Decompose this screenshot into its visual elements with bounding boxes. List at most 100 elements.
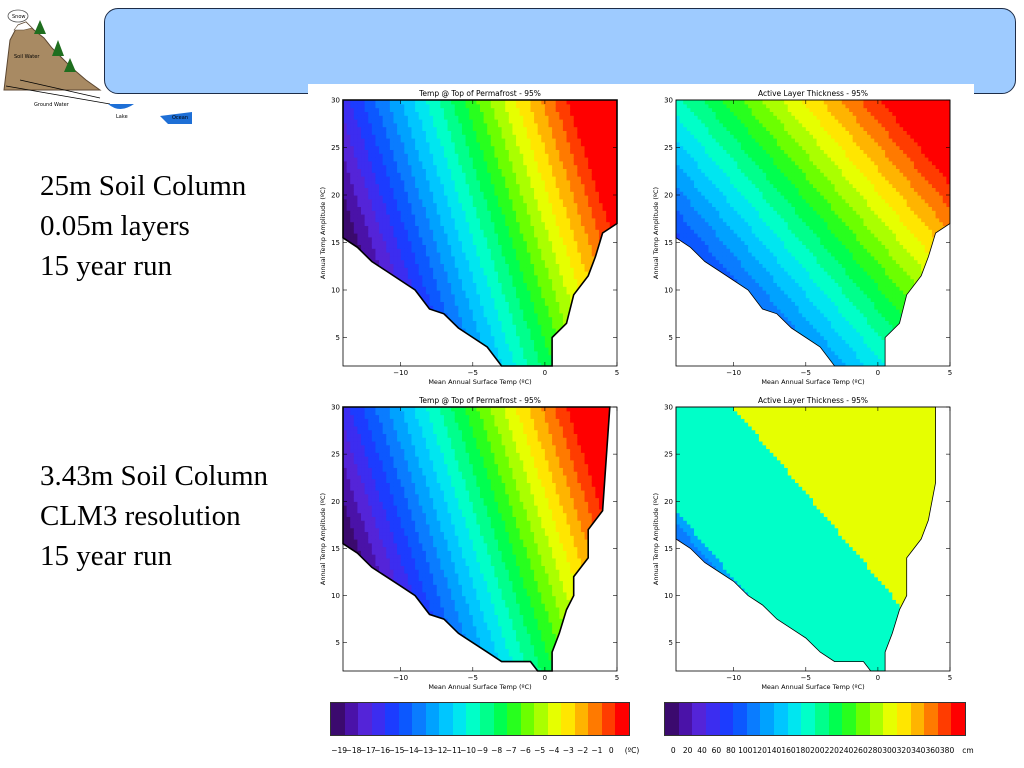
colorbar-tick-label: 180 bbox=[796, 746, 810, 755]
y-tick-label: 20 bbox=[331, 498, 340, 506]
colorbar-tick-label: 80 bbox=[726, 746, 736, 755]
y-tick-label: 30 bbox=[664, 97, 673, 105]
y-tick-label: 5 bbox=[669, 639, 673, 647]
y-tick-label: 10 bbox=[331, 592, 340, 600]
x-tick-label: −10 bbox=[393, 369, 408, 377]
x-tick-label: −5 bbox=[801, 674, 811, 682]
colorbar-swatch bbox=[331, 703, 345, 735]
colorbar-tick-label: 20 bbox=[683, 746, 693, 755]
colorbar-tick-label: 340 bbox=[911, 746, 925, 755]
x-tick-label: 0 bbox=[876, 369, 880, 377]
colorbar-swatch bbox=[787, 703, 802, 735]
colorbar-swatch bbox=[665, 703, 679, 735]
title-banner bbox=[104, 8, 1016, 94]
colorbar-tick-label: −7 bbox=[505, 746, 516, 755]
y-tick-label: 10 bbox=[331, 287, 340, 295]
y-tick-label: 20 bbox=[664, 192, 673, 200]
caption-line: 25m Soil Column bbox=[40, 166, 246, 206]
y-tick-label: 15 bbox=[664, 545, 673, 553]
ocean-shape bbox=[160, 112, 192, 124]
colorbar-tick-label: 200 bbox=[810, 746, 824, 755]
x-tick-label: 0 bbox=[876, 674, 880, 682]
colorbar-tick-label: 100 bbox=[738, 746, 752, 755]
chart-title: Active Layer Thickness - 95% bbox=[758, 89, 868, 98]
colorbar-tick-label: −17 bbox=[360, 746, 376, 755]
colorbar-swatch bbox=[452, 703, 467, 735]
colorbar-swatch bbox=[774, 703, 788, 735]
y-tick-label: 25 bbox=[331, 451, 340, 459]
y-tick-label: 25 bbox=[331, 144, 340, 152]
colorbar-unit-label: cm bbox=[962, 746, 973, 755]
x-axis-label: Mean Annual Surface Temp (ºC) bbox=[428, 378, 531, 386]
colorbar-swatch bbox=[951, 703, 966, 735]
y-axis-label: Annual Temp Amplitude (ºC) bbox=[652, 187, 660, 279]
colorbar-swatch bbox=[480, 703, 494, 735]
bottom-caption: 3.43m Soil Column CLM3 resolution 15 yea… bbox=[40, 456, 268, 576]
colorbar-swatch bbox=[398, 703, 413, 735]
colorbar-tick-label: −15 bbox=[389, 746, 405, 755]
ground-water-label: Ground Water bbox=[34, 102, 70, 108]
y-tick-label: 5 bbox=[336, 639, 340, 647]
x-tick-label: −5 bbox=[468, 369, 478, 377]
temp-colorbar bbox=[330, 702, 630, 736]
colorbar-swatch bbox=[760, 703, 775, 735]
colorbar-tick-label: 220 bbox=[825, 746, 839, 755]
plot-frame bbox=[675, 99, 951, 367]
contour-fill bbox=[676, 100, 950, 366]
colorbar-swatch bbox=[412, 703, 426, 735]
colorbar-tick-label: 260 bbox=[853, 746, 867, 755]
colorbar-swatch bbox=[705, 703, 720, 735]
colorbar-swatch bbox=[869, 703, 884, 735]
data-boundary bbox=[675, 406, 936, 672]
lake-shape bbox=[108, 104, 134, 109]
chart-bl: −10 −5 0 5 5 10 15 20 25 30 Temp @ Top of Permafro… bbox=[319, 396, 619, 691]
colorbar-swatch bbox=[507, 703, 521, 735]
hydrology-logo: Snow Soil Water Ground Water Lake Ocean bbox=[3, 9, 192, 124]
colorbar-swatch bbox=[466, 703, 481, 735]
colorbar-tick-label: 0 bbox=[609, 746, 614, 755]
colorbar-tick-label: −4 bbox=[548, 746, 559, 755]
chart-tr: −10 −5 0 5 5 10 15 20 25 30 Active Layer Thickness… bbox=[652, 89, 952, 386]
x-tick-label: −5 bbox=[468, 674, 478, 682]
colorbar-swatch bbox=[493, 703, 508, 735]
chart-tl: −10 −5 0 5 5 10 15 20 25 30 Temp @ Top of Permafro… bbox=[319, 89, 619, 386]
tree-2 bbox=[52, 40, 64, 56]
x-tick-label: 5 bbox=[948, 674, 952, 682]
plot-frame bbox=[342, 406, 618, 672]
colorbar-swatch bbox=[520, 703, 535, 735]
colorbar-swatch bbox=[815, 703, 829, 735]
tree-3 bbox=[64, 58, 76, 72]
colorbar-tick-label: 380 bbox=[940, 746, 954, 755]
colorbar-tick-label: −14 bbox=[403, 746, 419, 755]
x-tick-label: 0 bbox=[543, 674, 547, 682]
colorbar-tick-label: 240 bbox=[839, 746, 853, 755]
caption-line: 0.05m layers bbox=[40, 206, 246, 246]
data-boundary bbox=[342, 406, 611, 672]
colorbar-swatch bbox=[828, 703, 843, 735]
colorbar-swatch bbox=[425, 703, 440, 735]
caption-line: 15 year run bbox=[40, 246, 246, 286]
x-tick-label: 5 bbox=[615, 674, 619, 682]
colorbar-tick-label: −6 bbox=[520, 746, 531, 755]
colorbar-tick-label: 160 bbox=[781, 746, 795, 755]
y-tick-label: 30 bbox=[664, 404, 673, 412]
snow-cap bbox=[13, 21, 33, 31]
y-tick-label: 15 bbox=[331, 545, 340, 553]
colorbar-swatch bbox=[719, 703, 734, 735]
colorbar-tick-label: −12 bbox=[431, 746, 447, 755]
x-axis-label: Mean Annual Surface Temp (ºC) bbox=[761, 378, 864, 386]
contour-fill bbox=[343, 100, 617, 366]
soil-water-label: Soil Water bbox=[14, 54, 40, 60]
colorbar-tick-label: −5 bbox=[534, 746, 545, 755]
flow-arrow-2 bbox=[19, 79, 101, 99]
colorbar-tick-label: −18 bbox=[346, 746, 362, 755]
y-tick-label: 20 bbox=[331, 192, 340, 200]
colorbar-swatch bbox=[924, 703, 938, 735]
colorbar-tick-label: 60 bbox=[712, 746, 722, 755]
colorbar-swatch bbox=[842, 703, 856, 735]
colorbar-swatch bbox=[855, 703, 870, 735]
snow-label: Snow bbox=[12, 14, 26, 20]
y-tick-label: 30 bbox=[331, 97, 340, 105]
y-tick-label: 25 bbox=[664, 451, 673, 459]
colorbar-swatch bbox=[385, 703, 399, 735]
